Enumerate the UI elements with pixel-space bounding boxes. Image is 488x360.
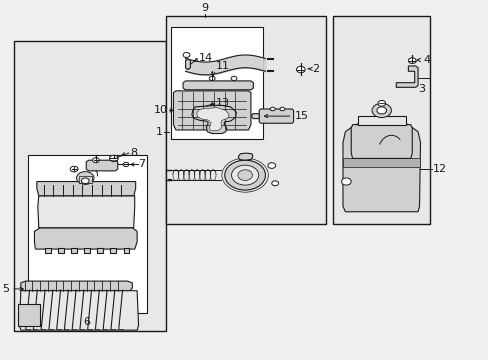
- Text: 2: 2: [312, 64, 319, 74]
- Bar: [79, 176, 92, 183]
- Polygon shape: [84, 248, 90, 253]
- Polygon shape: [173, 91, 250, 130]
- Polygon shape: [395, 66, 417, 87]
- Polygon shape: [251, 114, 259, 118]
- Polygon shape: [34, 228, 137, 249]
- Polygon shape: [196, 108, 229, 131]
- Bar: [333, 16, 429, 224]
- Text: 14: 14: [199, 53, 213, 63]
- Polygon shape: [38, 196, 134, 228]
- Polygon shape: [342, 123, 420, 212]
- Circle shape: [183, 53, 189, 58]
- Circle shape: [70, 166, 78, 172]
- Bar: [14, 41, 166, 331]
- Polygon shape: [21, 281, 132, 291]
- Bar: [166, 16, 325, 224]
- Text: 5: 5: [2, 284, 9, 294]
- Polygon shape: [238, 153, 252, 160]
- Circle shape: [371, 103, 390, 117]
- Polygon shape: [123, 248, 129, 253]
- Circle shape: [237, 170, 252, 180]
- Polygon shape: [183, 81, 253, 90]
- Circle shape: [407, 58, 415, 63]
- Circle shape: [376, 107, 386, 114]
- Polygon shape: [191, 105, 236, 134]
- Circle shape: [123, 162, 129, 167]
- Circle shape: [280, 107, 285, 111]
- Circle shape: [224, 160, 265, 190]
- Circle shape: [231, 76, 236, 81]
- Circle shape: [377, 100, 385, 106]
- Text: 9: 9: [201, 3, 208, 13]
- Circle shape: [271, 181, 278, 186]
- Circle shape: [267, 163, 275, 168]
- Polygon shape: [45, 248, 51, 253]
- Circle shape: [270, 107, 275, 111]
- Polygon shape: [259, 109, 293, 123]
- Circle shape: [231, 165, 258, 185]
- Polygon shape: [71, 248, 77, 253]
- Text: 1: 1: [156, 127, 163, 138]
- Circle shape: [109, 155, 118, 162]
- Circle shape: [77, 172, 94, 184]
- Bar: [342, 158, 420, 167]
- Text: 6: 6: [82, 317, 90, 327]
- Text: 4: 4: [423, 55, 429, 65]
- Text: 11: 11: [215, 61, 229, 71]
- Polygon shape: [185, 59, 190, 69]
- Circle shape: [209, 76, 215, 81]
- Polygon shape: [350, 125, 411, 158]
- Circle shape: [341, 178, 350, 185]
- Text: 13: 13: [215, 98, 229, 108]
- Polygon shape: [110, 248, 116, 253]
- Bar: [171, 27, 263, 139]
- Text: 3: 3: [417, 84, 424, 94]
- Text: 8: 8: [130, 148, 137, 158]
- Circle shape: [296, 66, 305, 73]
- Text: 10: 10: [153, 105, 167, 116]
- Polygon shape: [86, 160, 118, 171]
- Polygon shape: [19, 304, 40, 325]
- Polygon shape: [37, 181, 135, 196]
- Circle shape: [81, 178, 89, 184]
- Polygon shape: [357, 116, 405, 125]
- Text: 12: 12: [432, 164, 447, 174]
- Polygon shape: [20, 291, 138, 330]
- Text: 15: 15: [294, 111, 308, 121]
- Bar: [28, 155, 146, 313]
- Circle shape: [92, 158, 99, 163]
- Polygon shape: [97, 248, 103, 253]
- Text: 7: 7: [138, 159, 145, 170]
- Polygon shape: [58, 248, 64, 253]
